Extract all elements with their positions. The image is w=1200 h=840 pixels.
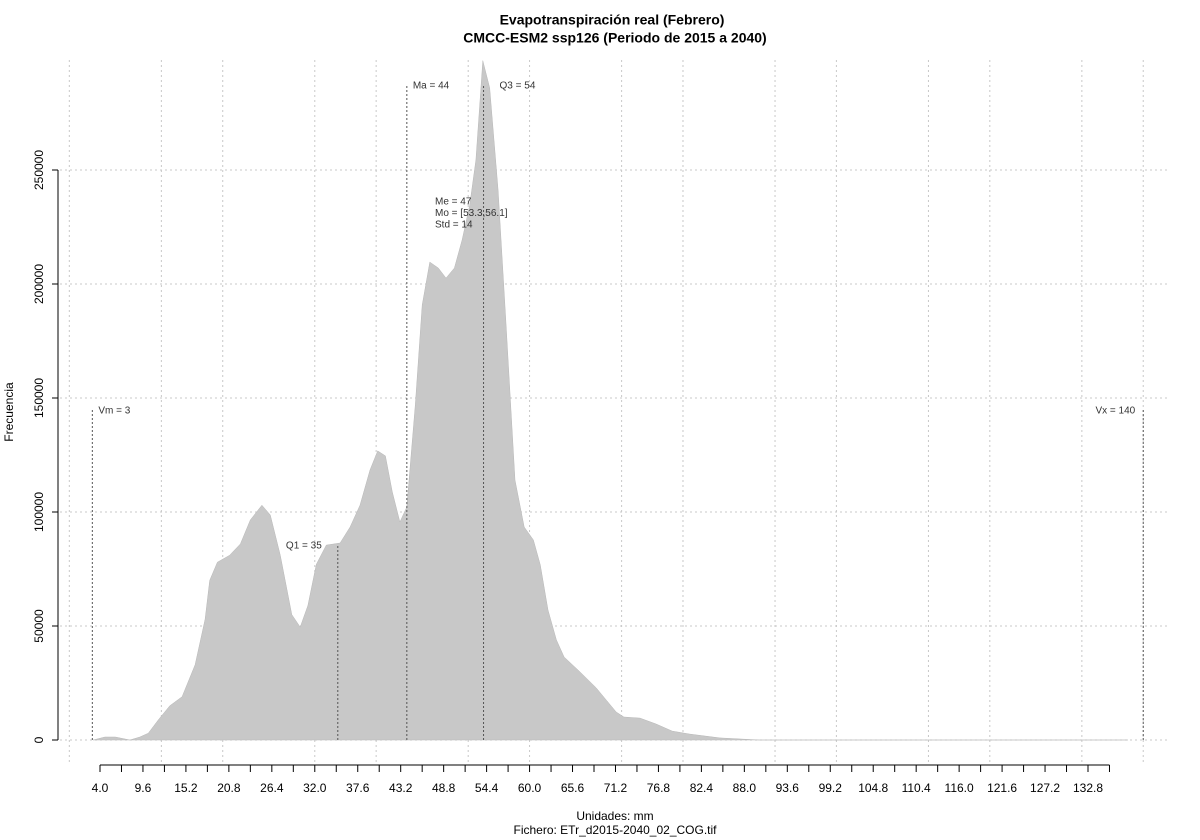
annotation-label: Q3 = 54 bbox=[500, 81, 536, 92]
x-tick-label: 37.6 bbox=[346, 781, 370, 795]
x-tick-label: 43.2 bbox=[389, 781, 413, 795]
y-tick-label: 150000 bbox=[32, 378, 46, 418]
y-tick-label: 100000 bbox=[32, 492, 46, 532]
x-tick-label: 127.2 bbox=[1030, 781, 1060, 795]
annotation-label: Q1 = 35 bbox=[286, 541, 322, 552]
x-tick-label: 99.2 bbox=[819, 781, 843, 795]
footer: Fichero: ETr_d2015-2040_02_COG.tif bbox=[514, 823, 718, 837]
x-tick-label: 60.0 bbox=[518, 781, 542, 795]
x-tick-label: 20.8 bbox=[217, 781, 241, 795]
x-tick-label: 82.4 bbox=[690, 781, 714, 795]
x-tick-label: 4.0 bbox=[92, 781, 109, 795]
x-tick-label: 9.6 bbox=[135, 781, 152, 795]
x-axis-label: Unidades: mm bbox=[576, 809, 653, 823]
y-tick-label: 0 bbox=[32, 736, 46, 743]
x-tick-label: 116.0 bbox=[945, 781, 974, 795]
x-tick-label: 15.2 bbox=[174, 781, 198, 795]
y-axis-label: Frecuencia bbox=[2, 382, 16, 442]
annotation-label: Vm = 3 bbox=[98, 406, 130, 417]
x-tick-label: 65.6 bbox=[561, 781, 585, 795]
x-tick-label: 88.0 bbox=[733, 781, 757, 795]
x-tick-label: 71.2 bbox=[604, 781, 628, 795]
y-tick-label: 200000 bbox=[32, 264, 46, 304]
y-tick-label: 50000 bbox=[32, 609, 46, 643]
x-tick-label: 54.4 bbox=[475, 781, 499, 795]
x-tick-label: 132.8 bbox=[1073, 781, 1103, 795]
x-tick-label: 76.8 bbox=[647, 781, 671, 795]
x-tick-label: 48.8 bbox=[432, 781, 456, 795]
annotation-label: Ma = 44 bbox=[413, 81, 450, 92]
x-tick-label: 121.6 bbox=[987, 781, 1017, 795]
y-tick-label: 250000 bbox=[32, 150, 46, 190]
x-tick-label: 26.4 bbox=[260, 781, 284, 795]
chart-title: Evapotranspiración real (Febrero) bbox=[500, 12, 725, 28]
stat-label: Mo = [53.3,56.1] bbox=[435, 208, 508, 219]
density-area bbox=[93, 60, 1128, 741]
x-tick-label: 110.4 bbox=[902, 781, 931, 795]
x-tick-label: 32.0 bbox=[303, 781, 327, 795]
stat-label: Me = 47 bbox=[435, 197, 472, 208]
x-tick-label: 104.8 bbox=[858, 781, 888, 795]
annotation-label: Vx = 140 bbox=[1095, 406, 1135, 417]
x-tick-label: 93.6 bbox=[776, 781, 800, 795]
chart-subtitle: CMCC-ESM2 ssp126 (Periodo de 2015 a 2040… bbox=[463, 30, 766, 46]
stat-label: Std = 14 bbox=[435, 220, 473, 231]
